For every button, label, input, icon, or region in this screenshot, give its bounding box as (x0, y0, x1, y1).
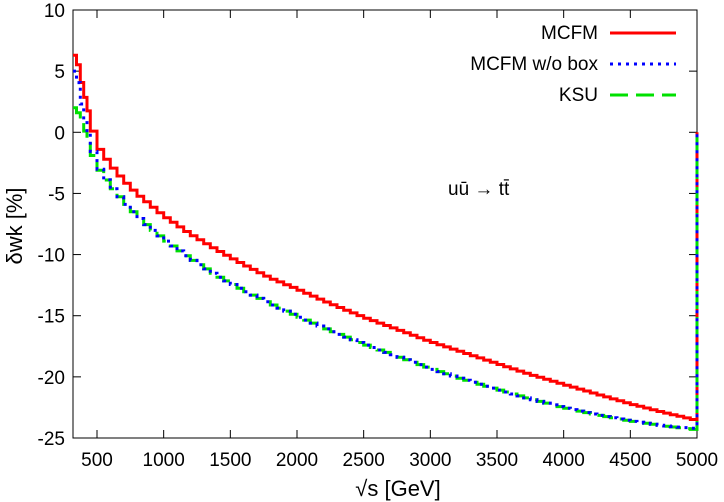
series-line-mcfm (73, 53, 699, 421)
y-tick-label: 5 (54, 62, 65, 83)
y-tick-label: -5 (48, 184, 65, 205)
legend: MCFM MCFM w/o box KSU (470, 23, 676, 106)
x-tick-label: 1500 (209, 450, 251, 471)
y-tick-label: 0 (54, 123, 65, 144)
y-axis-label: δwk [%] (2, 187, 27, 264)
x-tick-label: 2000 (276, 450, 318, 471)
x-tick-label: 3000 (409, 450, 451, 471)
x-tick-label: 500 (81, 450, 113, 471)
legend-label: MCFM w/o box (470, 54, 598, 75)
process-annotation: uū → tt̄ (448, 179, 510, 200)
legend-label: KSU (559, 85, 598, 106)
x-axis-label: √s [GeV] (355, 476, 440, 501)
x-tick-label: 2500 (343, 450, 385, 471)
series-line-mcfm-w-o-box (73, 69, 699, 430)
axes: 500 1000 1500 2000 2500 3000 3500 4000 4500 5000 1… (38, 1, 719, 471)
y-tick-label: -15 (38, 307, 65, 328)
series-line-ksu (73, 106, 699, 431)
y-tick-label: -20 (38, 368, 65, 389)
y-tick-label: -10 (38, 246, 65, 267)
x-tick-label: 3500 (476, 450, 518, 471)
plot-frame (72, 9, 698, 439)
x-tick-label: 4000 (543, 450, 585, 471)
legend-label: MCFM (541, 23, 598, 44)
y-tick-label: 10 (44, 1, 65, 22)
x-tick-label: 1000 (143, 450, 185, 471)
y-tick-label: -25 (38, 429, 65, 450)
x-tick-label: 4500 (609, 450, 651, 471)
series-lines (73, 53, 699, 431)
x-tick-label: 5000 (676, 450, 718, 471)
